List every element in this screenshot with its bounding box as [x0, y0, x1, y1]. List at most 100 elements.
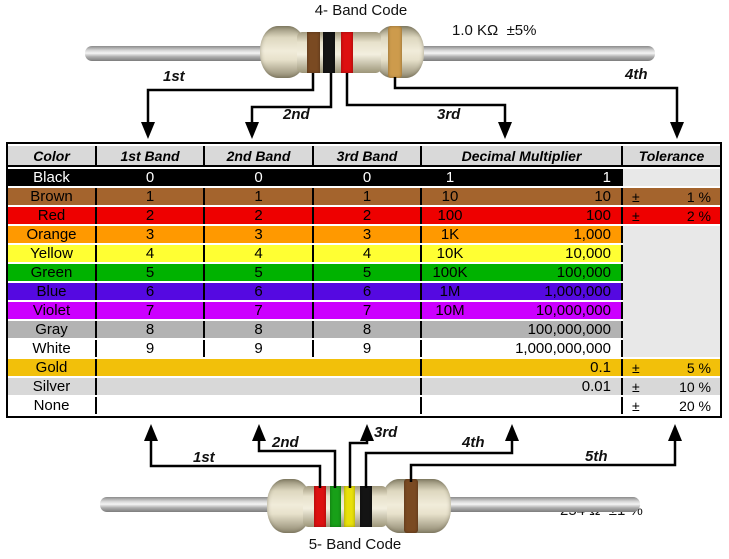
col-header-1st-band: 1st Band: [97, 146, 205, 167]
table-row-silver: Silver 0.01 ±10 %: [8, 378, 720, 395]
tolerance-value: 10 %: [679, 378, 711, 395]
plus-minus-sign: ±: [632, 207, 640, 224]
color-name: Green: [8, 264, 97, 281]
band1-digit: 0: [97, 169, 205, 186]
arrow-head-4th-down: [670, 122, 684, 139]
color-name: Red: [8, 207, 97, 224]
bottom-band-2-green: [330, 486, 341, 527]
multiplier-cell: 100,000,000: [422, 321, 623, 338]
band3-digit: 2: [314, 207, 422, 224]
tolerance-cell-empty: [623, 169, 720, 186]
band3-digit: 7: [314, 302, 422, 319]
bottom-band-1-red: [314, 486, 326, 527]
band3-digit: 6: [314, 283, 422, 300]
col-header-tolerance: Tolerance: [623, 146, 720, 167]
top-arrow-label-1st: 1st: [163, 68, 185, 85]
top-band-2-black: [323, 32, 335, 73]
multiplier-full: 0.01: [581, 378, 611, 395]
bottom-arrow-label-1st: 1st: [193, 449, 215, 466]
multiplier-cell: 10 10: [422, 188, 623, 205]
multiplier-full: 1,000: [573, 226, 611, 243]
multiplier-full: 10,000: [565, 245, 611, 262]
multiplier-abbr: 100: [437, 207, 463, 224]
table-row-yellow: Yellow 4 4 4 10K 10,000: [8, 245, 720, 262]
band3-digit: 8: [314, 321, 422, 338]
tolerance-cell: ±5 %: [623, 359, 720, 376]
band2-digit: 9: [205, 340, 314, 357]
table-row-green: Green 5 5 5 100K 100,000: [8, 264, 720, 281]
tolerance-merged-empty-cell: [623, 226, 720, 357]
multiplier-full: 10: [594, 188, 611, 205]
bottom-band-3-yellow: [344, 486, 355, 527]
band1-digit: 5: [97, 264, 205, 281]
band1-digit: 3: [97, 226, 205, 243]
top-band-1-brown: [307, 32, 320, 73]
band2-digit: 3: [205, 226, 314, 243]
col-header-decimal-multiplier: Decimal Multiplier: [422, 146, 623, 167]
bottom-arrow-label-2nd: 2nd: [272, 434, 299, 451]
plus-minus-sign: ±: [632, 397, 640, 414]
arrow-head-3rd-down: [498, 122, 512, 139]
multiplier-full: 1,000,000: [544, 283, 611, 300]
multiplier-full: 100,000,000: [527, 321, 611, 338]
arrow-head-1st-down: [141, 122, 155, 139]
color-name: Black: [8, 169, 97, 186]
band3-digit: 9: [314, 340, 422, 357]
band3-digit: 3: [314, 226, 422, 243]
band1-digit: 8: [97, 321, 205, 338]
color-name: Gray: [8, 321, 97, 338]
multiplier-cell: 10M 10,000,000: [422, 302, 623, 319]
table-row-orange: Orange 3 3 3 1K 1,000: [8, 226, 720, 357]
bands-merged-cell: [97, 359, 422, 376]
top-resistor-value: 1.0 KΩ ±5%: [452, 22, 537, 39]
header-row: Color 1st Band 2nd Band 3rd Band Decimal…: [8, 146, 720, 167]
top-arrow-label-2nd: 2nd: [283, 106, 310, 123]
table-row-brown: Brown 1 1 1 10 10 ±1 %: [8, 188, 720, 205]
bottom-arrow-label-4th: 4th: [462, 434, 485, 451]
multiplier-cell: 100K 100,000: [422, 264, 623, 281]
color-name: Blue: [8, 283, 97, 300]
bottom-band-5-brown: [404, 479, 418, 533]
tolerance-cell: ±1 %: [623, 188, 720, 205]
band2-digit: 2: [205, 207, 314, 224]
color-name: None: [8, 397, 97, 414]
band3-digit: 1: [314, 188, 422, 205]
top-arrow-label-3rd: 3rd: [437, 106, 461, 123]
multiplier-cell: 100 100: [422, 207, 623, 224]
band1-digit: 2: [97, 207, 205, 224]
multiplier-cell: 1K 1,000: [422, 226, 623, 243]
tolerance-cell: ±10 %: [623, 378, 720, 395]
multiplier-abbr: 1: [445, 169, 455, 186]
band2-digit: 0: [205, 169, 314, 186]
band1-digit: 7: [97, 302, 205, 319]
table-row-gray: Gray 8 8 8 100,000,000: [8, 321, 720, 338]
tolerance-cell: ±20 %: [623, 397, 720, 414]
tolerance-value: 2 %: [686, 207, 711, 224]
arrow-head-1st-up: [144, 424, 158, 441]
multiplier-cell: [422, 397, 623, 414]
multiplier-abbr: 10K: [436, 245, 464, 262]
plus-minus-sign: ±: [632, 378, 640, 395]
color-name: Yellow: [8, 245, 97, 262]
bottom-band-4-black: [360, 486, 372, 527]
col-header-3rd-band: 3rd Band: [314, 146, 422, 167]
band3-digit: 5: [314, 264, 422, 281]
tolerance-value: 20 %: [679, 397, 711, 414]
color-name: Brown: [8, 188, 97, 205]
plus-minus-sign: ±: [632, 188, 640, 205]
band3-digit: 4: [314, 245, 422, 262]
tolerance-value: 1 %: [686, 188, 711, 205]
bottom-arrow-label-3rd: 3rd: [374, 424, 398, 441]
plus-minus-sign: ±: [632, 359, 640, 376]
multiplier-full: 0.1: [590, 359, 611, 376]
band2-digit: 7: [205, 302, 314, 319]
col-header-color: Color: [8, 146, 97, 167]
band2-digit: 4: [205, 245, 314, 262]
multiplier-full: 10,000,000: [535, 302, 611, 319]
arrow-head-4th-up: [505, 424, 519, 441]
multiplier-full: 100,000: [556, 264, 611, 281]
band1-digit: 6: [97, 283, 205, 300]
multiplier-abbr: 1M: [439, 283, 461, 300]
